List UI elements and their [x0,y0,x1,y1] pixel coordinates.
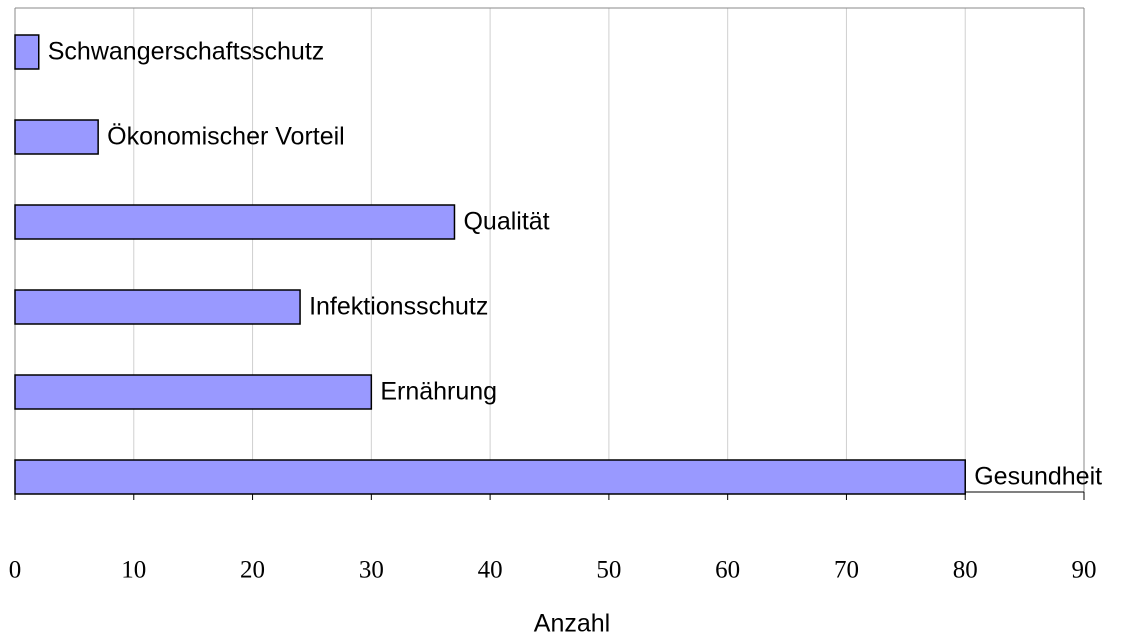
category-label: Qualität [463,208,549,236]
x-tick-label: 70 [834,557,859,584]
x-tick-label: 80 [953,557,978,584]
bar [14,34,40,70]
x-tick-label: 30 [359,557,384,584]
category-label: Ernährung [380,378,497,406]
x-tick-label: 50 [596,557,621,584]
x-axis-label: Anzahl [534,610,610,638]
category-label: Ökonomischer Vorteil [107,123,345,151]
bar [14,289,301,325]
bar [14,459,966,495]
x-tick-label: 10 [121,557,146,584]
bar [14,204,456,240]
bar [14,374,373,410]
category-label: Schwangerschaftsschutz [48,38,325,66]
x-tick-label: 90 [1072,557,1097,584]
x-tick-label: 60 [715,557,740,584]
category-label: Infektionsschutz [309,293,488,321]
x-tick-label: 40 [478,557,503,584]
x-tick-label: 20 [240,557,265,584]
x-tick-label: 0 [9,557,22,584]
category-label: Gesundheit [974,463,1102,491]
bar [14,119,99,155]
